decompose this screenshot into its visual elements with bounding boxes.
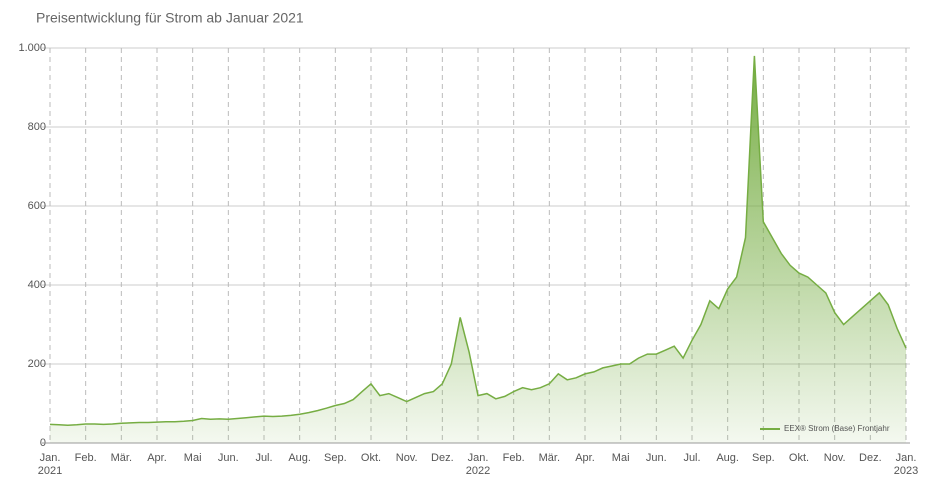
x-tick-label: Okt. bbox=[361, 452, 381, 464]
chart-title: Preisentwicklung für Strom ab Januar 202… bbox=[36, 10, 304, 26]
x-tick-label: Jul. bbox=[255, 452, 272, 464]
x-tick-label: Okt. bbox=[789, 452, 809, 464]
y-tick-label: 600 bbox=[28, 200, 46, 212]
x-tick-label: Apr. bbox=[575, 452, 595, 464]
x-tick-label: Jan. 2022 bbox=[466, 452, 490, 477]
y-tick-label: 800 bbox=[28, 121, 46, 133]
x-tick-label: Jan. 2023 bbox=[894, 452, 918, 477]
x-tick-label: Feb. bbox=[75, 452, 97, 464]
y-tick-label: 400 bbox=[28, 279, 46, 291]
x-tick-label: Mai bbox=[184, 452, 202, 464]
x-tick-label: Jun. bbox=[218, 452, 239, 464]
x-tick-label: Mai bbox=[612, 452, 630, 464]
x-tick-label: Mär. bbox=[111, 452, 132, 464]
x-tick-label: Feb. bbox=[503, 452, 525, 464]
x-tick-label: Sep. bbox=[752, 452, 775, 464]
y-tick-label: 1.000 bbox=[18, 42, 46, 54]
x-tick-label: Mär. bbox=[539, 452, 560, 464]
x-tick-label: Dez. bbox=[431, 452, 454, 464]
x-tick-label: Jun. bbox=[646, 452, 667, 464]
x-tick-label: Dez. bbox=[859, 452, 882, 464]
area bbox=[50, 55, 906, 444]
x-tick-label: Sep. bbox=[324, 452, 347, 464]
legend-label: EEX® Strom (Base) Frontjahr bbox=[784, 424, 890, 433]
x-tick-label: Nov. bbox=[396, 452, 418, 464]
x-tick-label: Aug. bbox=[288, 452, 311, 464]
x-tick-label: Apr. bbox=[147, 452, 167, 464]
x-tick-label: Jul. bbox=[683, 452, 700, 464]
x-tick-label: Aug. bbox=[716, 452, 739, 464]
x-tick-label: Jan. 2021 bbox=[38, 452, 62, 477]
x-tick-label: Nov. bbox=[824, 452, 846, 464]
y-tick-label: 200 bbox=[28, 358, 46, 370]
line bbox=[49, 55, 907, 426]
